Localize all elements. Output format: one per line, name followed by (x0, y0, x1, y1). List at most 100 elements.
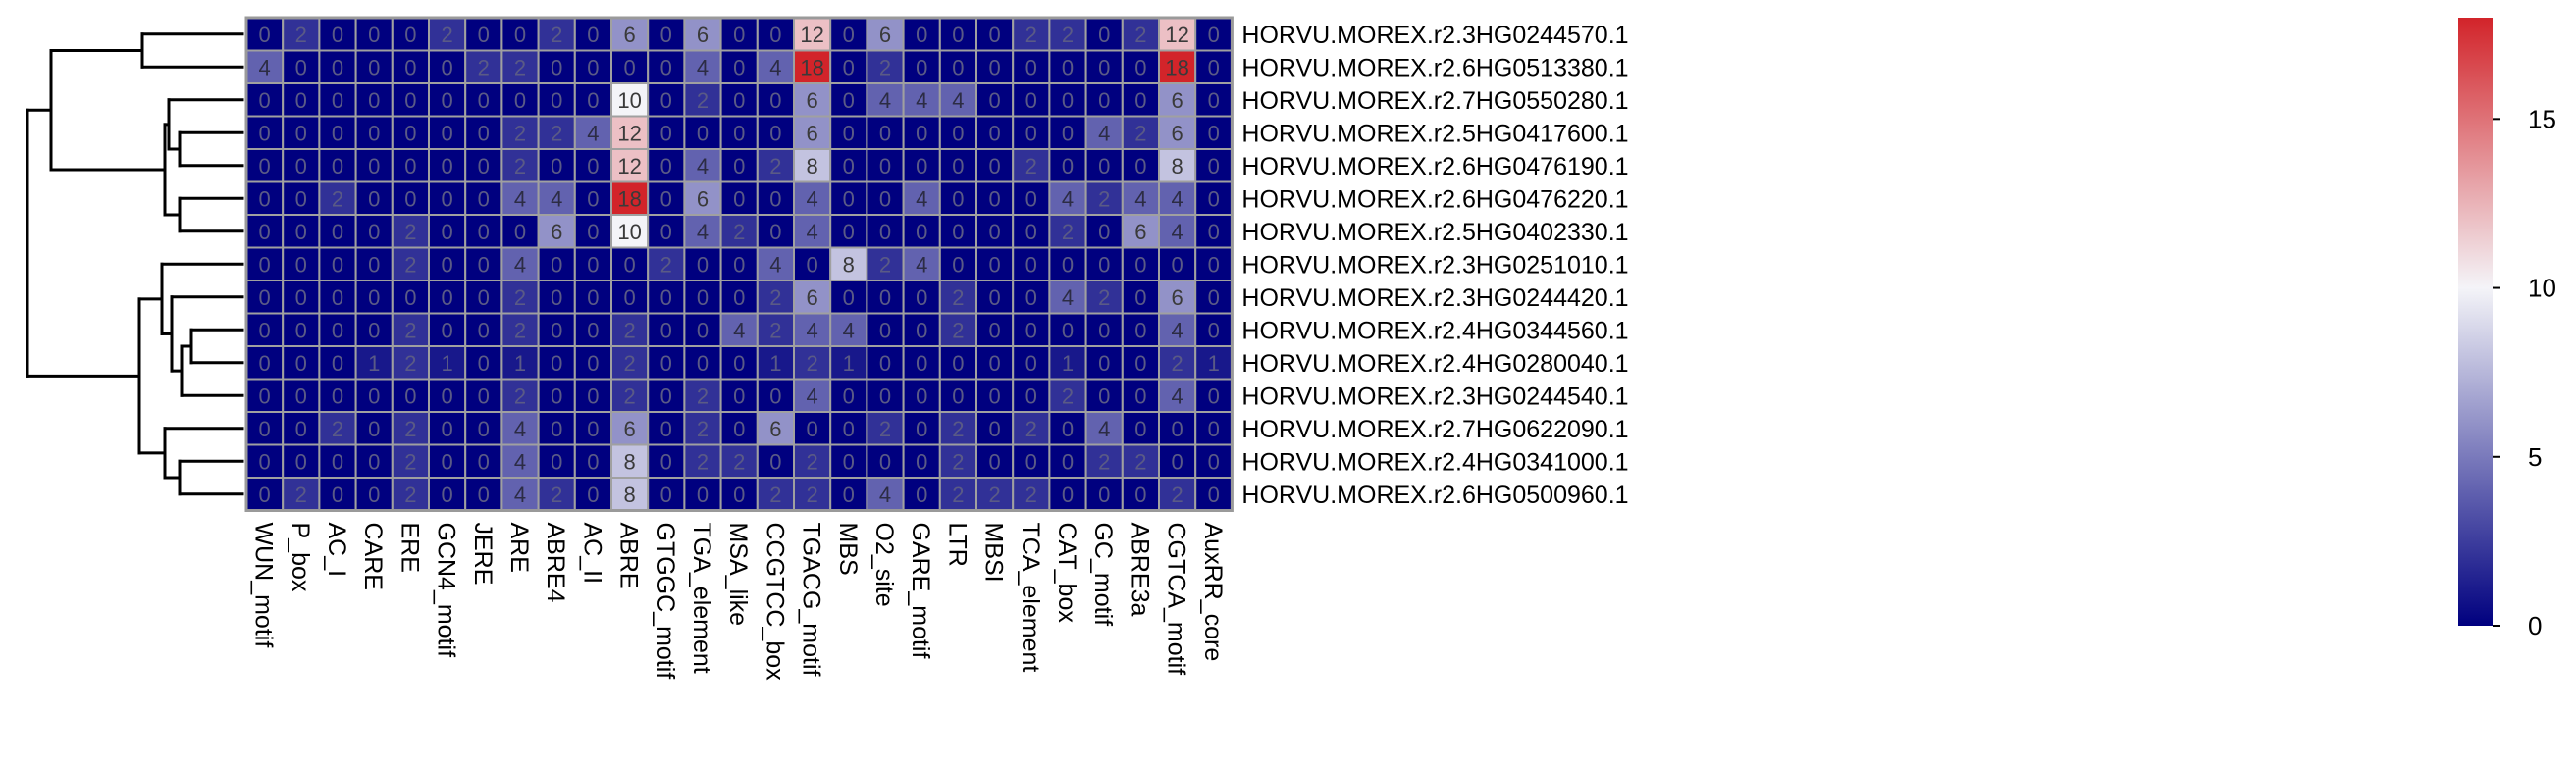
cell-value-label: 0 (697, 252, 709, 277)
cell-value-label: 1 (1062, 351, 1074, 376)
heatmap-cell (1012, 82, 1051, 118)
heatmap-cell (573, 443, 612, 479)
cell-value-label: 4 (806, 186, 817, 211)
cell-value-label: 0 (916, 121, 927, 145)
heatmap-cell (537, 17, 576, 52)
heatmap-cell (719, 345, 759, 381)
cell-value-label: 0 (916, 449, 927, 474)
cell-value-label: 0 (295, 318, 307, 342)
column-label: CAT_box (1053, 523, 1080, 624)
cell-value-label: 0 (551, 154, 562, 178)
cell-value-label: 0 (368, 252, 380, 277)
row-label: HORVU.MOREX.r2.6HG0500960.1 (1241, 482, 1628, 509)
cell-value-label: 0 (295, 186, 307, 211)
column-label: AuxRR_core (1199, 523, 1227, 662)
cell-value-label: 0 (587, 285, 599, 310)
cell-value-label: 0 (587, 483, 599, 507)
cell-value-label: 4 (806, 318, 817, 342)
column-label: GCN4_motif (433, 523, 460, 658)
cell-value-label: 0 (1208, 483, 1220, 507)
cell-value-label: 0 (332, 285, 343, 310)
cell-value-label: 0 (988, 252, 1000, 277)
cell-value-label: 0 (441, 186, 452, 211)
cell-value-label: 0 (988, 88, 1000, 113)
heatmap-cell (866, 214, 905, 249)
cell-value-label: 12 (617, 121, 641, 145)
column-label: ABRE (615, 523, 643, 589)
heatmap-cell (500, 280, 540, 315)
cell-value-label: 0 (441, 88, 452, 113)
heatmap-cell (793, 312, 832, 347)
cell-value-label: 6 (806, 88, 817, 113)
heatmap-cell (719, 214, 759, 249)
cell-value-label: 4 (697, 220, 709, 244)
cell-value-label: 8 (1171, 154, 1183, 178)
row-label: HORVU.MOREX.r2.4HG0280040.1 (1241, 350, 1628, 378)
cell-value-label: 4 (697, 154, 709, 178)
cell-value-label: 0 (587, 449, 599, 474)
cell-value-label: 0 (879, 154, 891, 178)
cell-value-label: 0 (587, 383, 599, 408)
row-label: HORVU.MOREX.r2.7HG0622090.1 (1241, 416, 1628, 443)
cell-value-label: 0 (879, 186, 891, 211)
cell-value-label: 2 (1062, 23, 1074, 47)
cell-value-label: 0 (1134, 383, 1146, 408)
cell-value-label: 0 (733, 23, 745, 47)
heatmap-cell (1048, 82, 1087, 118)
column-label: CGTCA_motif (1163, 523, 1190, 676)
heatmap-cell (647, 49, 686, 84)
cell-value-label: 0 (1098, 154, 1110, 178)
cell-value-label: 0 (368, 449, 380, 474)
cell-value-label: 0 (478, 449, 490, 474)
cell-value-label: 4 (769, 55, 781, 79)
cell-value-label: 0 (1025, 449, 1037, 474)
cell-value-label: 0 (368, 55, 380, 79)
heatmap-cell (793, 411, 832, 446)
cell-value-label: 2 (769, 154, 781, 178)
cell-value-label: 0 (1062, 88, 1074, 113)
heatmap-cell (1048, 49, 1087, 84)
colorbar-tick-label: 15 (2528, 104, 2556, 133)
cell-value-label: 2 (514, 285, 526, 310)
heatmap-cell (756, 180, 795, 216)
heatmap-cell (537, 411, 576, 446)
cell-value-label: 0 (988, 351, 1000, 376)
colorbar-tick-label: 0 (2528, 611, 2542, 640)
cell-value-label: 4 (587, 121, 599, 145)
cell-value-label: 0 (623, 252, 635, 277)
cell-value-label: 2 (551, 483, 562, 507)
heatmap-cell (902, 477, 941, 512)
cell-value-label: 0 (1062, 449, 1074, 474)
column-label: GARE_motif (907, 523, 934, 659)
cell-value-label: 0 (1208, 220, 1220, 244)
heatmap-cell (1084, 214, 1124, 249)
heatmap-cell (1012, 443, 1051, 479)
cell-value-label: 0 (478, 23, 490, 47)
heatmap-cell (866, 115, 905, 150)
cell-value-label: 0 (1062, 483, 1074, 507)
cell-value-label: 0 (769, 449, 781, 474)
heatmap-cell (318, 49, 357, 84)
cell-value-label: 0 (733, 88, 745, 113)
heatmap-cell (1012, 180, 1051, 216)
cell-value-label: 0 (404, 383, 416, 408)
cell-value-label: 0 (587, 351, 599, 376)
cell-value-label: 0 (368, 23, 380, 47)
heatmap-cell (537, 280, 576, 315)
cell-value-label: 0 (697, 318, 709, 342)
heatmap-cell (756, 214, 795, 249)
cell-value-label: 0 (368, 220, 380, 244)
cell-value-label: 4 (1171, 383, 1183, 408)
cell-value-label: 2 (404, 220, 416, 244)
cell-value-label: 2 (404, 252, 416, 277)
heatmap-cell (282, 246, 321, 281)
heatmap-cell (1012, 378, 1051, 413)
cell-value-label: 2 (1098, 186, 1110, 211)
cell-value-label: 0 (879, 121, 891, 145)
cell-value-label: 2 (697, 88, 709, 113)
heatmap-cell (500, 246, 540, 281)
cell-value-label: 0 (1134, 285, 1146, 310)
cell-value-label: 6 (551, 220, 562, 244)
cell-value-label: 0 (1171, 449, 1183, 474)
heatmap-cell (938, 148, 977, 183)
